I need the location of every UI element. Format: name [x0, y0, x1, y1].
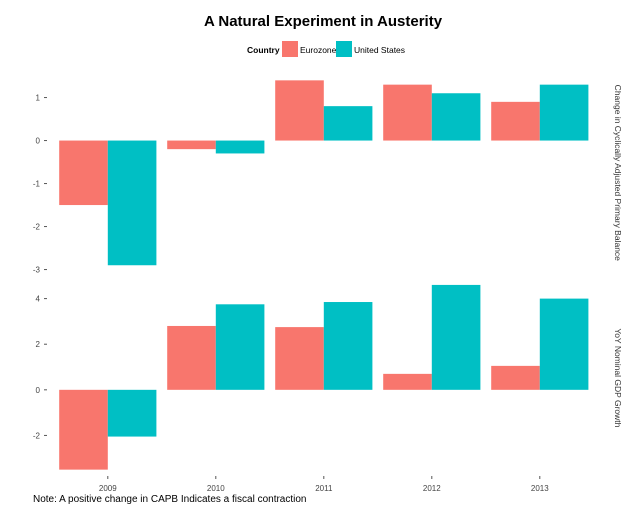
- bar-united-states-2011: [323, 106, 373, 141]
- x-tick-label: 2013: [531, 484, 549, 493]
- legend-swatch-eurozone: [282, 41, 298, 57]
- y-tick-label: 1: [36, 94, 41, 103]
- y-tick-label: -2: [33, 223, 41, 232]
- y-tick-label: 0: [36, 386, 41, 395]
- y-tick-label: 2: [36, 340, 41, 349]
- y-tick-label: 4: [36, 295, 41, 304]
- bar-united-states-2009: [107, 140, 157, 266]
- panel-strip-label: YoY Nominal GDP Growth: [613, 328, 623, 427]
- bar-united-states-2013: [539, 84, 589, 141]
- bar-united-states-2013: [539, 298, 589, 390]
- chart-note: Note: A positive change in CAPB Indicate…: [33, 494, 307, 505]
- y-tick-label: -1: [33, 180, 41, 189]
- bar-united-states-2011: [323, 302, 373, 390]
- x-tick-label: 2011: [315, 484, 333, 493]
- legend-label-united-states: United States: [354, 45, 405, 55]
- y-tick-label: 0: [36, 137, 41, 146]
- y-tick-label: -3: [33, 266, 41, 275]
- bar-eurozone-2009: [59, 140, 108, 206]
- bar-united-states-2010: [215, 304, 265, 390]
- bar-united-states-2012: [431, 284, 481, 390]
- panel-strip-label: Change in Cyclically Adjusted Primary Ba…: [613, 85, 623, 261]
- bar-eurozone-2012: [383, 84, 432, 141]
- bar-eurozone-2010: [167, 325, 216, 390]
- bar-eurozone-2011: [275, 80, 324, 141]
- bar-eurozone-2011: [275, 327, 324, 390]
- y-tick-label: -2: [33, 431, 41, 440]
- bar-eurozone-2013: [491, 101, 540, 141]
- legend: Country Eurozone United States: [247, 41, 405, 57]
- bar-united-states-2010: [215, 140, 265, 154]
- x-tick-label: 2012: [423, 484, 441, 493]
- panel-2: 4 2 0 -2 YoY Nominal GDP Growth: [33, 284, 623, 470]
- x-tick-label: 2009: [99, 484, 117, 493]
- bar-united-states-2012: [431, 93, 481, 141]
- panel-1: 1 0 -1 -2 -3 Change in Cyclically Adjusted Pr…: [33, 80, 623, 275]
- bar-eurozone-2009: [59, 389, 108, 470]
- x-tick-label: 2010: [207, 484, 225, 493]
- legend-label-eurozone: Eurozone: [300, 45, 337, 55]
- bar-eurozone-2013: [491, 365, 540, 390]
- legend-swatch-united-states: [336, 41, 352, 57]
- legend-title: Country: [247, 45, 280, 55]
- chart-title: A Natural Experiment in Austerity: [204, 13, 443, 30]
- bar-eurozone-2010: [167, 140, 216, 150]
- bar-eurozone-2012: [383, 373, 432, 390]
- bar-united-states-2009: [107, 389, 157, 437]
